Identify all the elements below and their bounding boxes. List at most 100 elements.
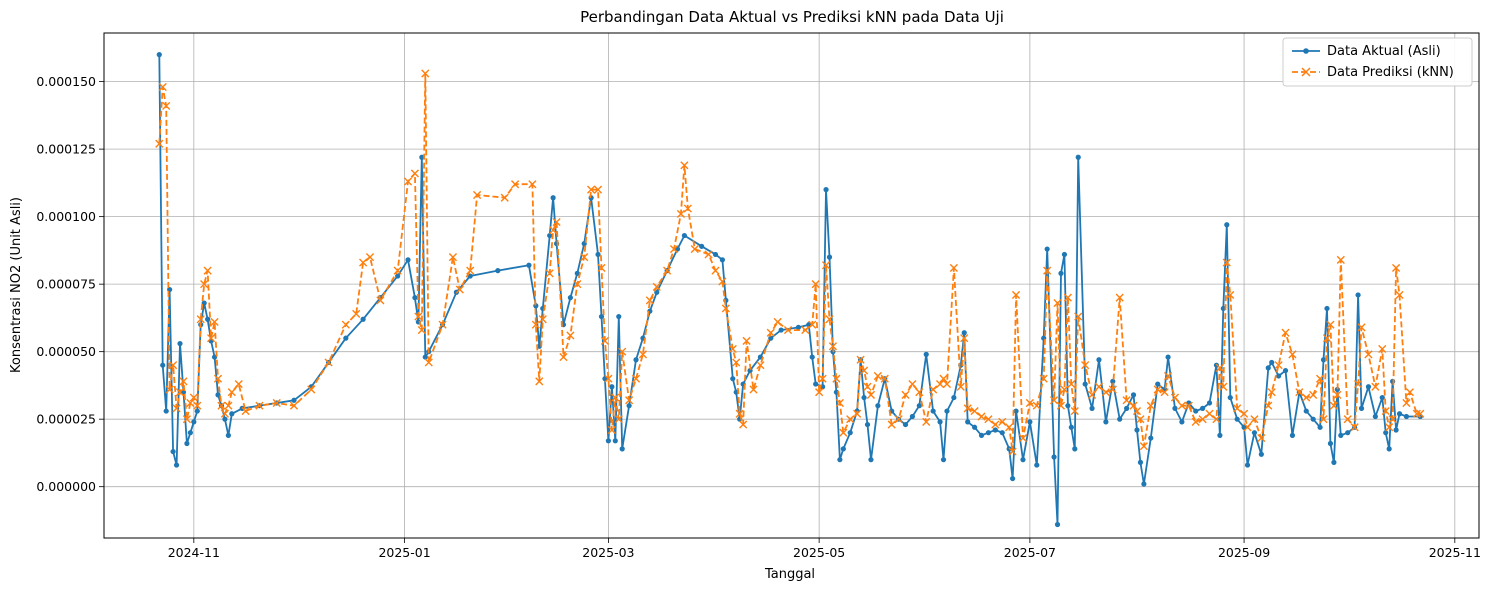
- data-point: [1289, 432, 1296, 438]
- data-point: [1153, 385, 1162, 394]
- data-point: [951, 394, 957, 401]
- data-point: [1267, 388, 1276, 397]
- data-point: [614, 415, 623, 424]
- data-point: [549, 226, 558, 235]
- data-point: [847, 430, 853, 436]
- data-point: [663, 266, 672, 275]
- data-point: [203, 266, 212, 275]
- data-point: [607, 425, 616, 435]
- y-tick-label: 0.000075: [36, 277, 96, 292]
- x-tick-label: 2025-07: [1004, 545, 1056, 560]
- data-point: [1315, 374, 1325, 383]
- data-point: [324, 358, 333, 367]
- data-point: [999, 430, 1005, 436]
- data-point: [856, 355, 865, 364]
- data-point: [1177, 401, 1186, 410]
- data-point: [1081, 361, 1090, 370]
- data-point: [1137, 459, 1144, 465]
- chart-title: Perbandingan Data Aktual vs Prediksi kNN…: [580, 8, 1004, 26]
- data-point: [861, 394, 867, 401]
- data-point: [923, 351, 929, 357]
- data-point: [1063, 293, 1072, 302]
- data-point: [1141, 481, 1147, 487]
- data-point: [227, 388, 236, 397]
- data-point: [220, 409, 230, 418]
- data-point: [1198, 415, 1207, 424]
- data-point: [985, 430, 992, 436]
- data-point: [837, 457, 843, 463]
- legend-marker-predicted: [1301, 67, 1311, 77]
- y-axis-label: Konsentrasi NO2 (Unit Asli): [9, 197, 24, 373]
- data-point: [1067, 379, 1076, 389]
- data-point: [1032, 401, 1041, 410]
- data-point: [182, 415, 192, 424]
- data-point: [217, 401, 226, 410]
- data-point: [1334, 386, 1340, 393]
- data-point: [225, 432, 231, 438]
- data-point: [421, 69, 430, 78]
- data-point: [676, 209, 686, 219]
- data-point: [1295, 388, 1304, 397]
- data-point: [949, 263, 958, 273]
- data-point: [1264, 401, 1273, 410]
- data-point: [625, 396, 634, 405]
- data-point: [1388, 415, 1397, 424]
- data-point: [1303, 408, 1309, 414]
- data-point: [186, 398, 195, 408]
- data-point: [1402, 398, 1411, 408]
- data-point: [978, 432, 985, 438]
- data-point: [360, 316, 366, 322]
- data-point: [343, 335, 349, 341]
- data-point: [1087, 390, 1097, 399]
- data-point: [1165, 354, 1171, 360]
- data-point: [359, 258, 368, 267]
- data-point: [821, 261, 831, 270]
- y-tick-label: 0.000050: [36, 344, 96, 359]
- data-point: [1395, 290, 1404, 300]
- data-point: [1365, 384, 1372, 390]
- data-point: [511, 180, 520, 189]
- data-point: [1412, 409, 1421, 418]
- data-point: [902, 421, 909, 428]
- series-layer: [155, 52, 1425, 528]
- data-point: [1054, 521, 1061, 528]
- data-point: [376, 296, 385, 305]
- data-point: [1251, 430, 1258, 436]
- x-tick-label: 2024-11: [168, 545, 220, 560]
- data-point: [191, 419, 197, 425]
- data-point: [935, 379, 945, 389]
- data-point: [875, 403, 881, 409]
- data-point: [965, 419, 971, 425]
- data-point: [210, 317, 219, 327]
- data-point: [403, 177, 413, 186]
- data-point: [205, 316, 211, 322]
- data-point: [840, 446, 846, 452]
- data-point: [619, 446, 625, 452]
- data-point: [1233, 404, 1242, 413]
- data-point: [1191, 417, 1200, 426]
- data-point: [1320, 357, 1327, 363]
- data-point: [1355, 292, 1361, 298]
- data-point: [728, 344, 737, 354]
- data-point: [1044, 246, 1050, 252]
- data-point: [1288, 350, 1297, 359]
- data-point: [864, 421, 871, 428]
- data-point: [826, 254, 833, 260]
- data-point: [289, 401, 299, 410]
- data-point: [1049, 396, 1059, 405]
- data-point: [438, 320, 447, 329]
- data-point: [163, 408, 169, 414]
- data-point: [255, 401, 264, 410]
- data-point: [853, 409, 862, 418]
- data-point: [1227, 394, 1233, 401]
- data-point: [1061, 251, 1068, 258]
- data-point: [1353, 379, 1363, 389]
- data-point: [1206, 400, 1213, 406]
- data-point: [1383, 430, 1389, 436]
- data-point: [1224, 222, 1230, 228]
- data-point: [600, 336, 610, 345]
- legend-box: [1282, 37, 1473, 87]
- data-point: [1403, 413, 1410, 420]
- series-line: [158, 54, 1421, 526]
- data-point: [1146, 401, 1155, 410]
